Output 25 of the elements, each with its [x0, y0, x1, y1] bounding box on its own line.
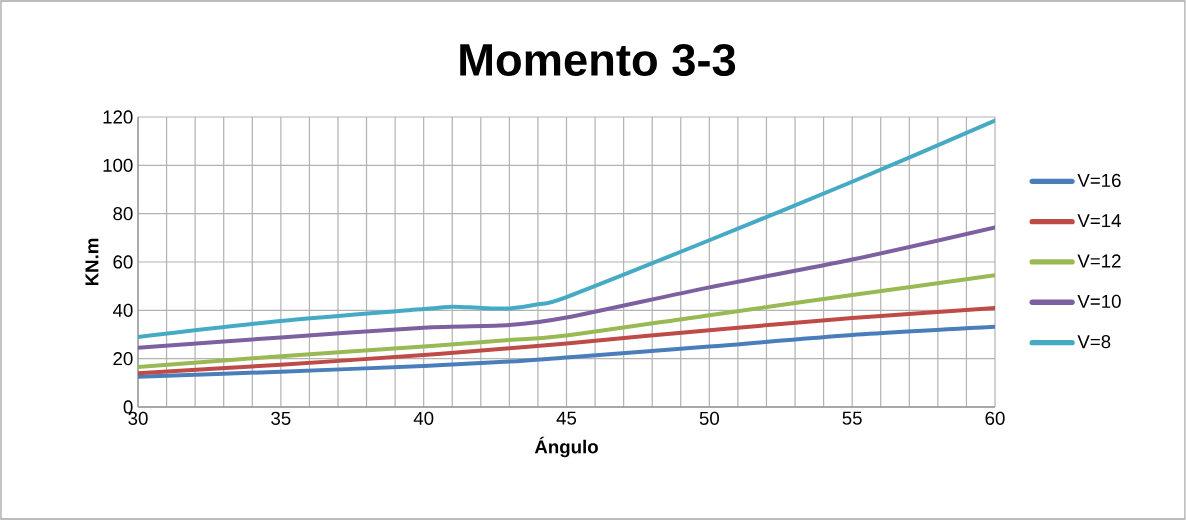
chart-title: Momento 3-3	[460, 43, 736, 77]
x-tick-label: 35	[271, 411, 291, 425]
line-series	[138, 273, 995, 370]
legend-label: V=14	[1077, 214, 1121, 228]
y-tick-label: 20	[113, 352, 133, 366]
x-tick-label: 40	[413, 411, 434, 425]
y-tick-label: 40	[112, 303, 133, 317]
x-axis-title: Ángulo	[534, 436, 598, 458]
line-series	[138, 324, 995, 379]
y-tick-label: 60	[113, 255, 133, 269]
legend-label: V=16	[1077, 173, 1121, 188]
legend-label: V=8	[1077, 335, 1111, 349]
y-tick-label: 120	[103, 110, 133, 124]
legend-label: V=10	[1077, 294, 1121, 308]
x-tick-label: 45	[556, 411, 577, 425]
y-tick-label: 100	[103, 158, 133, 172]
y-tick-label: 80	[113, 207, 133, 221]
x-tick-label: 50	[699, 411, 719, 425]
x-tick-label: 55	[842, 411, 862, 425]
line-series	[138, 305, 995, 376]
legend-label: V=12	[1077, 254, 1121, 268]
line-series	[138, 225, 995, 350]
x-tick-label: 60	[985, 411, 1005, 425]
y-axis-title: KN.m	[85, 238, 99, 286]
line-series	[138, 118, 995, 339]
